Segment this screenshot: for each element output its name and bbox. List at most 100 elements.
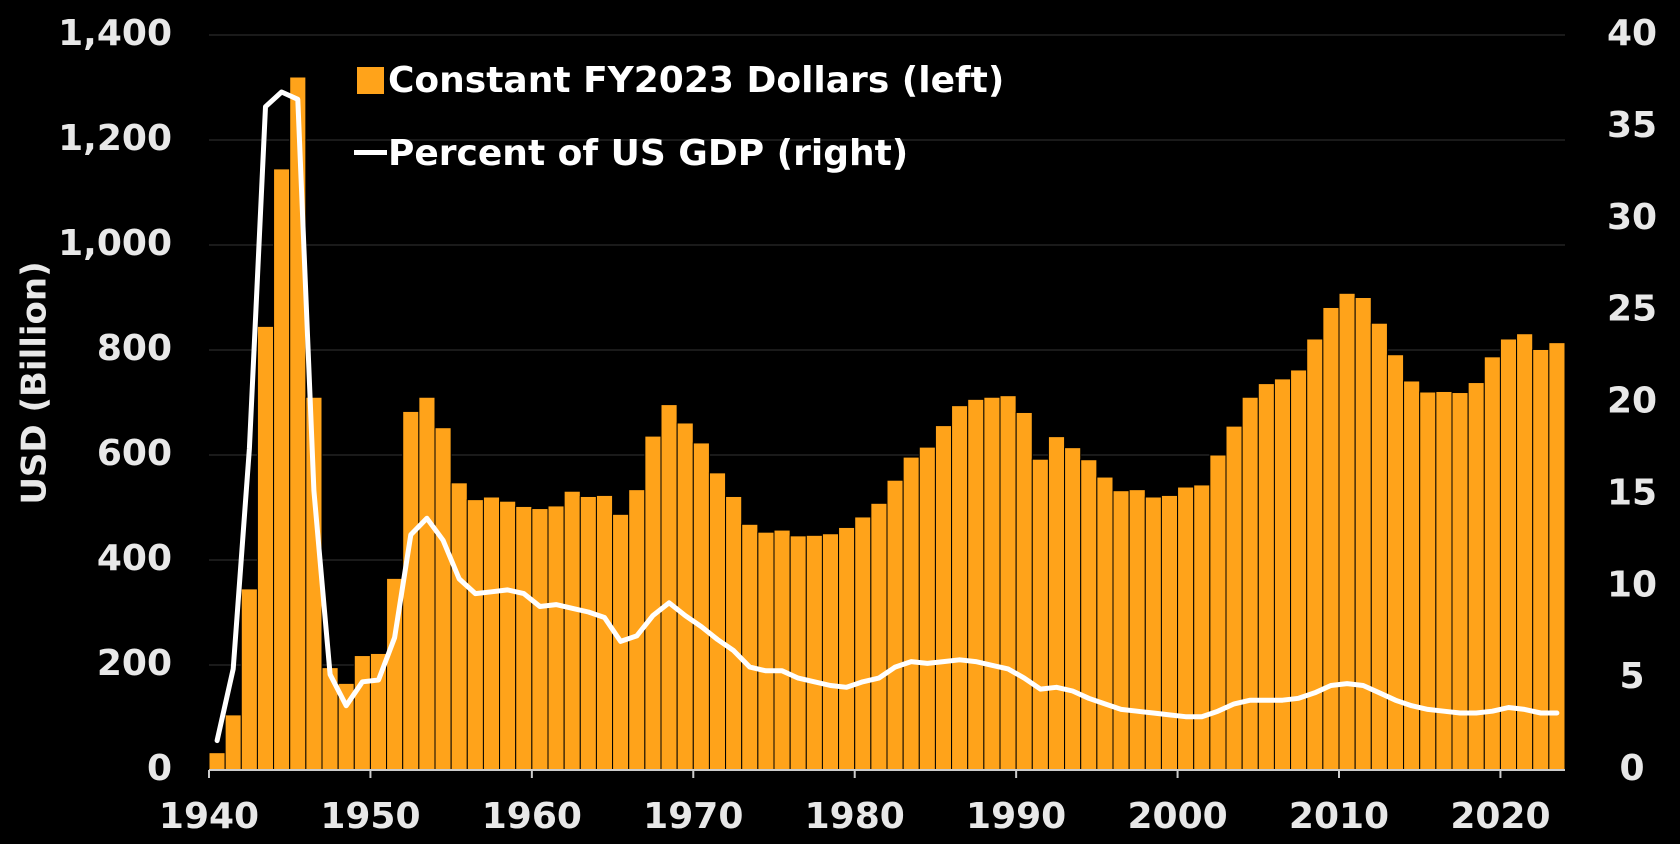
left-y-tick-label: 200: [97, 643, 172, 684]
bar-1972: [725, 495, 743, 771]
bar-1981: [870, 502, 888, 771]
bar-1954: [434, 427, 452, 771]
legend-line-label: Percent of US GDP (right): [388, 133, 908, 174]
bar-1973: [741, 523, 759, 771]
bar-2021: [1516, 333, 1534, 771]
bar-2015: [1419, 391, 1437, 771]
bar-1961: [547, 505, 565, 771]
x-tick-label: 1990: [966, 796, 1066, 837]
bar-1970: [692, 442, 710, 771]
bar-1976: [789, 535, 807, 771]
bar-1992: [1047, 436, 1066, 771]
bar-1949: [353, 655, 371, 771]
bar-2002: [1209, 454, 1227, 771]
bar-2000: [1177, 486, 1195, 771]
bar-2010: [1338, 292, 1356, 771]
bar-1977: [805, 534, 823, 771]
bar-1996: [1112, 490, 1130, 771]
x-tick-label: 2000: [1127, 796, 1227, 837]
bar-1988: [983, 396, 1001, 771]
bar-1984: [918, 446, 936, 771]
legend-bar-label: Constant FY2023 Dollars (left): [388, 60, 1004, 101]
right-y-tick-label: 30: [1607, 197, 1657, 238]
bar-1962: [563, 490, 581, 771]
bar-1956: [466, 499, 484, 771]
x-tick-label: 1950: [320, 796, 420, 837]
right-y-tick-label: 25: [1607, 289, 1657, 330]
line-series: [214, 89, 1560, 744]
legend: Constant FY2023 Dollars (left) Percent o…: [354, 60, 1004, 174]
bar-2003: [1225, 425, 1243, 771]
x-tick-label: 1980: [805, 796, 905, 837]
bar-1999: [1160, 494, 1179, 771]
bar-2009: [1322, 306, 1340, 771]
bar-1953: [418, 396, 436, 771]
bar-1971: [708, 472, 727, 771]
bar-1974: [757, 531, 775, 771]
x-tick-label: 2020: [1450, 796, 1550, 837]
bar-2007: [1290, 369, 1308, 771]
bar-1944: [273, 168, 291, 771]
bar-1975: [773, 529, 791, 771]
bar-2006: [1273, 378, 1292, 771]
x-tick-label: 1940: [159, 796, 259, 837]
bar-1989: [999, 395, 1017, 771]
bar-1985: [934, 425, 953, 771]
bar-1993: [1064, 447, 1082, 771]
bar-2005: [1257, 383, 1275, 771]
bar-1959: [515, 505, 533, 771]
bar-1994: [1080, 459, 1098, 771]
bar-1978: [821, 533, 840, 771]
right-y-tick-label: 15: [1607, 472, 1657, 513]
bar-1960: [531, 508, 549, 771]
right-y-axis-ticks: 0 5 10 15 20 25 30 35 40: [1607, 13, 1657, 789]
left-y-tick-label: 0: [147, 748, 172, 789]
bar-1983: [902, 456, 920, 771]
bar-2008: [1306, 338, 1324, 771]
bar-1980: [854, 516, 872, 771]
x-tick-label: 2010: [1289, 796, 1389, 837]
bar-1987: [967, 398, 985, 771]
bar-2023: [1548, 342, 1566, 771]
bar-1969: [676, 422, 694, 771]
left-y-axis-title: USD (Billion): [15, 261, 55, 504]
right-y-tick-label: 5: [1619, 656, 1644, 697]
bar-1991: [1031, 458, 1049, 771]
bar-1963: [579, 495, 597, 771]
bar-1940: [208, 752, 226, 771]
bar-1979: [838, 526, 856, 771]
gdp-percent-line: [214, 89, 1560, 744]
bar-1943: [256, 325, 275, 771]
left-y-tick-label: 1,400: [58, 13, 172, 54]
left-y-axis-ticks: 0 200 400 600 800 1,000 1,200 1,400: [58, 13, 172, 789]
right-y-tick-label: 20: [1607, 381, 1657, 422]
bar-1955: [450, 482, 468, 771]
bar-1998: [1144, 496, 1162, 771]
bar-1968: [660, 404, 678, 771]
right-y-tick-label: 40: [1607, 13, 1657, 54]
bar-1982: [886, 479, 904, 771]
bar-2004: [1241, 396, 1259, 771]
x-tick-label: 1960: [482, 796, 582, 837]
bar-1964: [595, 494, 614, 771]
bar-1958: [499, 500, 517, 771]
bar-2012: [1370, 322, 1388, 771]
bar-1997: [1128, 489, 1146, 771]
legend-line-swatch: [354, 150, 387, 155]
bar-2014: [1403, 380, 1421, 771]
bar-1986: [951, 405, 969, 771]
bar-2011: [1354, 297, 1372, 771]
left-y-tick-label: 1,200: [58, 118, 172, 159]
bar-1952: [402, 410, 420, 771]
left-y-tick-label: 600: [97, 433, 172, 474]
legend-bar-swatch: [357, 67, 384, 94]
bar-1942: [240, 588, 258, 771]
left-y-tick-label: 800: [97, 328, 172, 369]
left-y-tick-label: 400: [97, 538, 172, 579]
right-y-tick-label: 10: [1607, 564, 1657, 605]
bar-1995: [1096, 476, 1114, 771]
right-y-tick-label: 35: [1607, 105, 1657, 146]
right-y-tick-label: 0: [1619, 748, 1644, 789]
x-tick-label: 1970: [643, 796, 743, 837]
